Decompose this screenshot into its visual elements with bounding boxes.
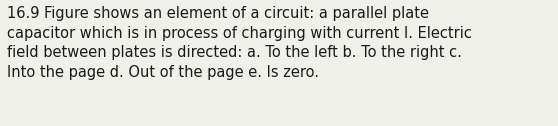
Text: 16.9 Figure shows an element of a circuit: a parallel plate
capacitor which is i: 16.9 Figure shows an element of a circui… bbox=[7, 6, 472, 80]
